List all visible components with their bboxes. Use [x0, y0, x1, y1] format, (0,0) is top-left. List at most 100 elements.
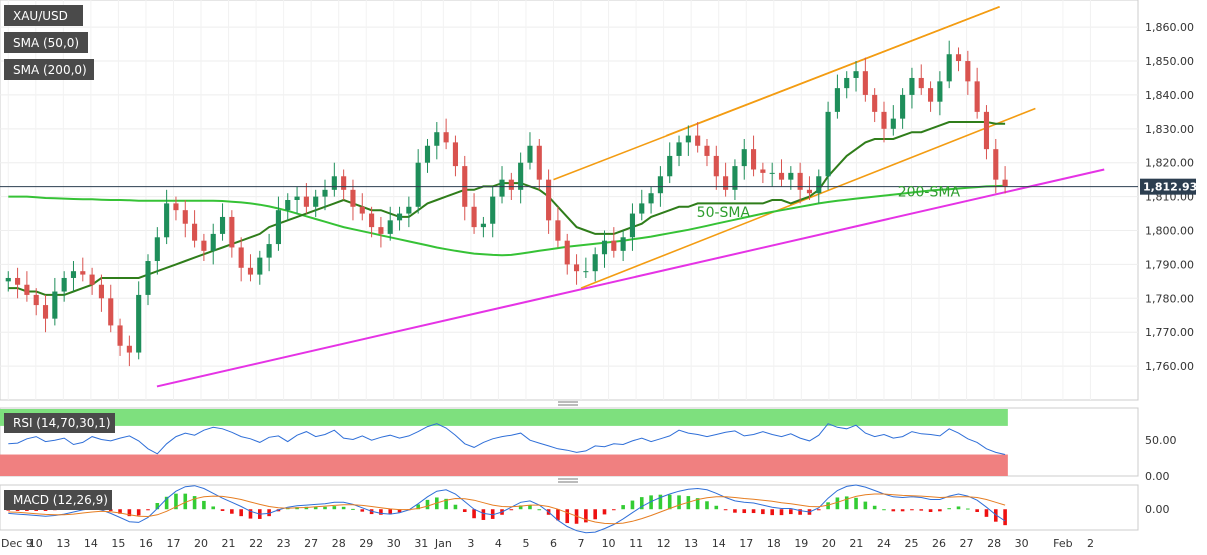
macd-histogram-bar: [444, 498, 448, 510]
time-tick-label: 29: [359, 537, 373, 550]
candle: [154, 227, 160, 275]
candle: [303, 183, 309, 214]
candle: [98, 274, 104, 312]
price-tick-label: 1,840.00: [1145, 89, 1194, 102]
time-tick-label: 2: [1087, 537, 1094, 550]
candle-body: [825, 111, 831, 177]
candle-body: [499, 179, 505, 197]
candle-body: [918, 77, 924, 89]
legend-macd-label: MACD (12,26,9): [13, 493, 108, 507]
candle-body: [750, 149, 757, 170]
legend-xauusd[interactable]: XAU/USD: [4, 5, 83, 26]
legend-sma-200[interactable]: SMA (200,0): [4, 59, 94, 80]
candle-body: [937, 81, 943, 102]
candle-body: [80, 271, 86, 275]
candle: [769, 162, 775, 187]
candle-body: [732, 166, 738, 190]
macd-histogram-bar: [565, 509, 570, 524]
macd-histogram-bar: [826, 502, 830, 510]
macd-histogram-bar: [183, 493, 188, 510]
macd-histogram-bar: [658, 494, 663, 510]
candle: [126, 335, 132, 367]
candle: [946, 40, 952, 89]
pane-splitter-1[interactable]: [558, 401, 578, 406]
candle-body: [322, 189, 328, 197]
candle: [89, 267, 95, 295]
candle-body: [676, 142, 682, 156]
legend-rsi[interactable]: RSI (14,70,30,1): [4, 413, 115, 433]
macd-histogram-bar: [239, 509, 243, 517]
price-tick-label: 1,790.00: [1145, 258, 1194, 271]
macd-histogram-bar: [509, 509, 514, 511]
candle-body: [359, 206, 365, 214]
candle-body: [620, 237, 626, 251]
time-tick-label: 17: [166, 537, 180, 550]
candle-body: [490, 196, 496, 224]
candle: [210, 223, 216, 265]
macd-histogram-bar: [667, 494, 672, 510]
candle-body: [313, 196, 319, 207]
candle-body: [285, 200, 291, 211]
candle-body: [219, 216, 226, 234]
candle: [471, 193, 477, 234]
candle-body: [741, 149, 747, 167]
macd-histogram-bar: [472, 509, 476, 519]
candle: [983, 105, 990, 160]
macd-histogram-bar: [938, 509, 942, 512]
macd-histogram-bar: [416, 504, 420, 510]
candle-body: [723, 176, 729, 190]
candle: [639, 189, 645, 221]
sma-50-line: [8, 121, 1006, 296]
macd-histogram-bar: [220, 509, 225, 511]
candle-body: [508, 179, 514, 190]
macd-histogram-bar: [379, 509, 383, 515]
candle-body: [890, 118, 896, 129]
macd-histogram-bar: [202, 500, 206, 510]
candle: [359, 193, 365, 221]
candle-body: [657, 176, 663, 194]
macd-histogram-bar: [481, 509, 486, 520]
macd-histogram-bar: [714, 505, 719, 510]
candle: [480, 216, 486, 238]
time-tick-label: 27: [304, 537, 318, 550]
candle-body: [955, 54, 962, 62]
legend-sma-50[interactable]: SMA (50,0): [4, 32, 88, 53]
candle-body: [592, 254, 598, 272]
candle-body: [33, 294, 39, 306]
macd-signal-line: [8, 493, 1006, 525]
candle-body: [434, 132, 440, 146]
macd-histogram-bar: [816, 509, 821, 511]
candle-body: [928, 88, 934, 102]
candle-body: [266, 244, 272, 258]
candle: [778, 159, 785, 187]
macd-histogram-bar: [1003, 509, 1007, 526]
macd-histogram-bar: [602, 509, 607, 515]
candle: [909, 67, 915, 109]
candle: [443, 118, 449, 150]
macd-histogram-bar: [844, 496, 849, 510]
legend-xauusd-label: XAU/USD: [13, 9, 68, 23]
macd-histogram-bar: [630, 500, 635, 510]
candle: [275, 196, 281, 251]
macd-histogram-bar: [947, 508, 952, 510]
candle-body: [238, 247, 244, 268]
macd-histogram-bar: [453, 504, 458, 510]
macd-histogram-bar: [388, 509, 393, 515]
candle-body: [974, 81, 980, 112]
candle: [844, 71, 850, 99]
candle: [266, 233, 272, 272]
candle-body: [685, 135, 691, 143]
macd-histogram-bar: [230, 509, 234, 514]
candle-body: [192, 223, 198, 241]
pane-splitter-2[interactable]: [558, 478, 578, 483]
candle-body: [527, 145, 533, 163]
candle-body: [182, 210, 188, 224]
candle: [834, 74, 840, 119]
macd-histogram-bar: [984, 509, 989, 517]
candle: [629, 203, 636, 251]
time-tick-label: 23: [277, 537, 291, 550]
candle-body: [52, 291, 58, 319]
candle: [527, 132, 533, 170]
macd-histogram-bar: [397, 509, 402, 513]
legend-macd[interactable]: MACD (12,26,9): [4, 490, 112, 510]
